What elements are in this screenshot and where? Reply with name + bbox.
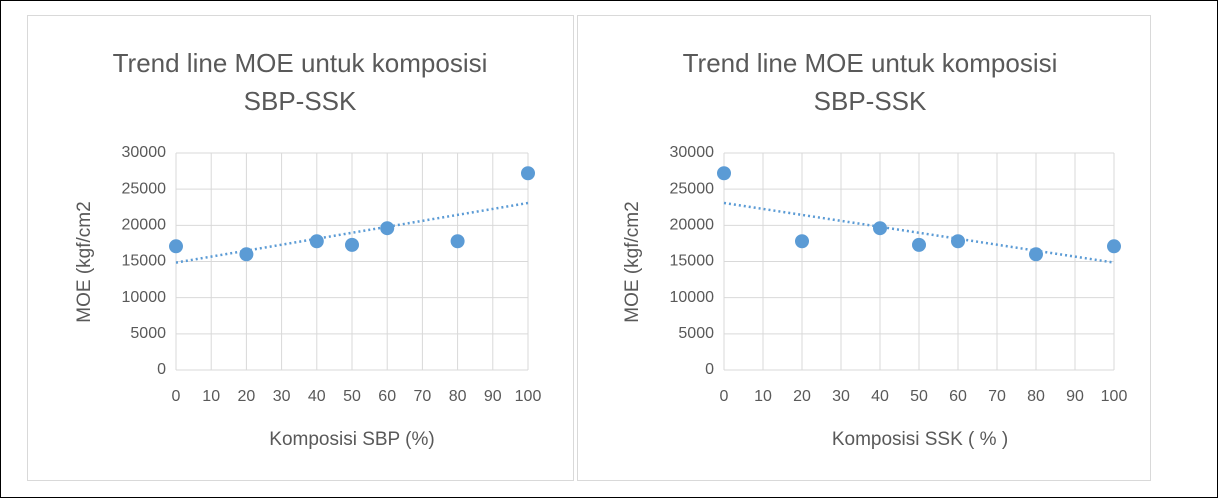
x-tick-label: 80 bbox=[449, 388, 467, 405]
y-tick-label: 20000 bbox=[670, 217, 715, 234]
x-tick-label: 100 bbox=[515, 388, 542, 405]
y-tick-label: 30000 bbox=[122, 144, 167, 161]
chart-title: Trend line MOE untuk komposisi bbox=[683, 48, 1058, 78]
point bbox=[873, 221, 887, 236]
y-tick-label: 25000 bbox=[122, 180, 167, 197]
y-axis-label: MOE (kgf/cm2 bbox=[74, 201, 95, 322]
y-tick-label: 30000 bbox=[670, 144, 715, 161]
y-tick-label: 15000 bbox=[122, 253, 167, 270]
point bbox=[345, 237, 359, 252]
x-tick-label: 10 bbox=[202, 388, 220, 405]
point bbox=[521, 166, 535, 181]
x-tick-label: 70 bbox=[414, 388, 432, 405]
chart-box bbox=[27, 15, 574, 481]
x-tick-label: 20 bbox=[793, 388, 811, 405]
trendline bbox=[723, 201, 1115, 264]
x-tick-label: 50 bbox=[910, 388, 928, 405]
point bbox=[795, 234, 809, 249]
point bbox=[717, 166, 731, 181]
x-tick-label: 90 bbox=[1066, 388, 1084, 405]
point bbox=[169, 239, 183, 254]
x-tick-label: 30 bbox=[832, 388, 850, 405]
x-tick-label: 30 bbox=[273, 388, 291, 405]
y-tick-label: 25000 bbox=[670, 180, 715, 197]
y-tick-label: 10000 bbox=[122, 289, 167, 306]
y-tick-label: 0 bbox=[705, 361, 714, 378]
x-tick-label: 20 bbox=[238, 388, 256, 405]
y-axis-label: MOE (kgf/cm2 bbox=[622, 201, 643, 322]
x-tick-label: 0 bbox=[172, 388, 181, 405]
x-tick-label: 100 bbox=[1101, 388, 1128, 405]
point bbox=[951, 234, 965, 249]
x-tick-label: 90 bbox=[484, 388, 502, 405]
y-tick-label: 10000 bbox=[670, 289, 715, 306]
x-tick-label: 50 bbox=[343, 388, 361, 405]
x-tick-label: 60 bbox=[378, 388, 396, 405]
chart-box bbox=[577, 15, 1151, 481]
x-tick-label: 80 bbox=[1027, 388, 1045, 405]
point bbox=[450, 234, 465, 249]
x-tick-label: 40 bbox=[308, 388, 326, 405]
chart-title: SBP-SSK bbox=[814, 86, 927, 116]
point bbox=[380, 221, 395, 236]
y-tick-label: 5000 bbox=[130, 325, 166, 342]
chart-title: Trend line MOE untuk komposisi bbox=[113, 48, 488, 78]
x-tick-label: 40 bbox=[871, 388, 889, 405]
point bbox=[1029, 247, 1043, 262]
point bbox=[309, 234, 324, 249]
point bbox=[1107, 239, 1121, 254]
x-tick-label: 10 bbox=[754, 388, 772, 405]
x-axis-label: Komposisi SBP (%) bbox=[269, 429, 434, 450]
y-tick-label: 20000 bbox=[122, 217, 167, 234]
x-tick-label: 70 bbox=[988, 388, 1006, 405]
x-tick-label: 60 bbox=[949, 388, 967, 405]
chart-title: SBP-SSK bbox=[244, 86, 357, 116]
y-tick-label: 0 bbox=[157, 361, 166, 378]
x-tick-label: 0 bbox=[720, 388, 729, 405]
y-tick-label: 15000 bbox=[670, 253, 715, 270]
point bbox=[912, 237, 926, 252]
point bbox=[239, 247, 254, 262]
x-axis-label: Komposisi SSK ( % ) bbox=[832, 429, 1008, 450]
y-tick-label: 5000 bbox=[678, 325, 714, 342]
